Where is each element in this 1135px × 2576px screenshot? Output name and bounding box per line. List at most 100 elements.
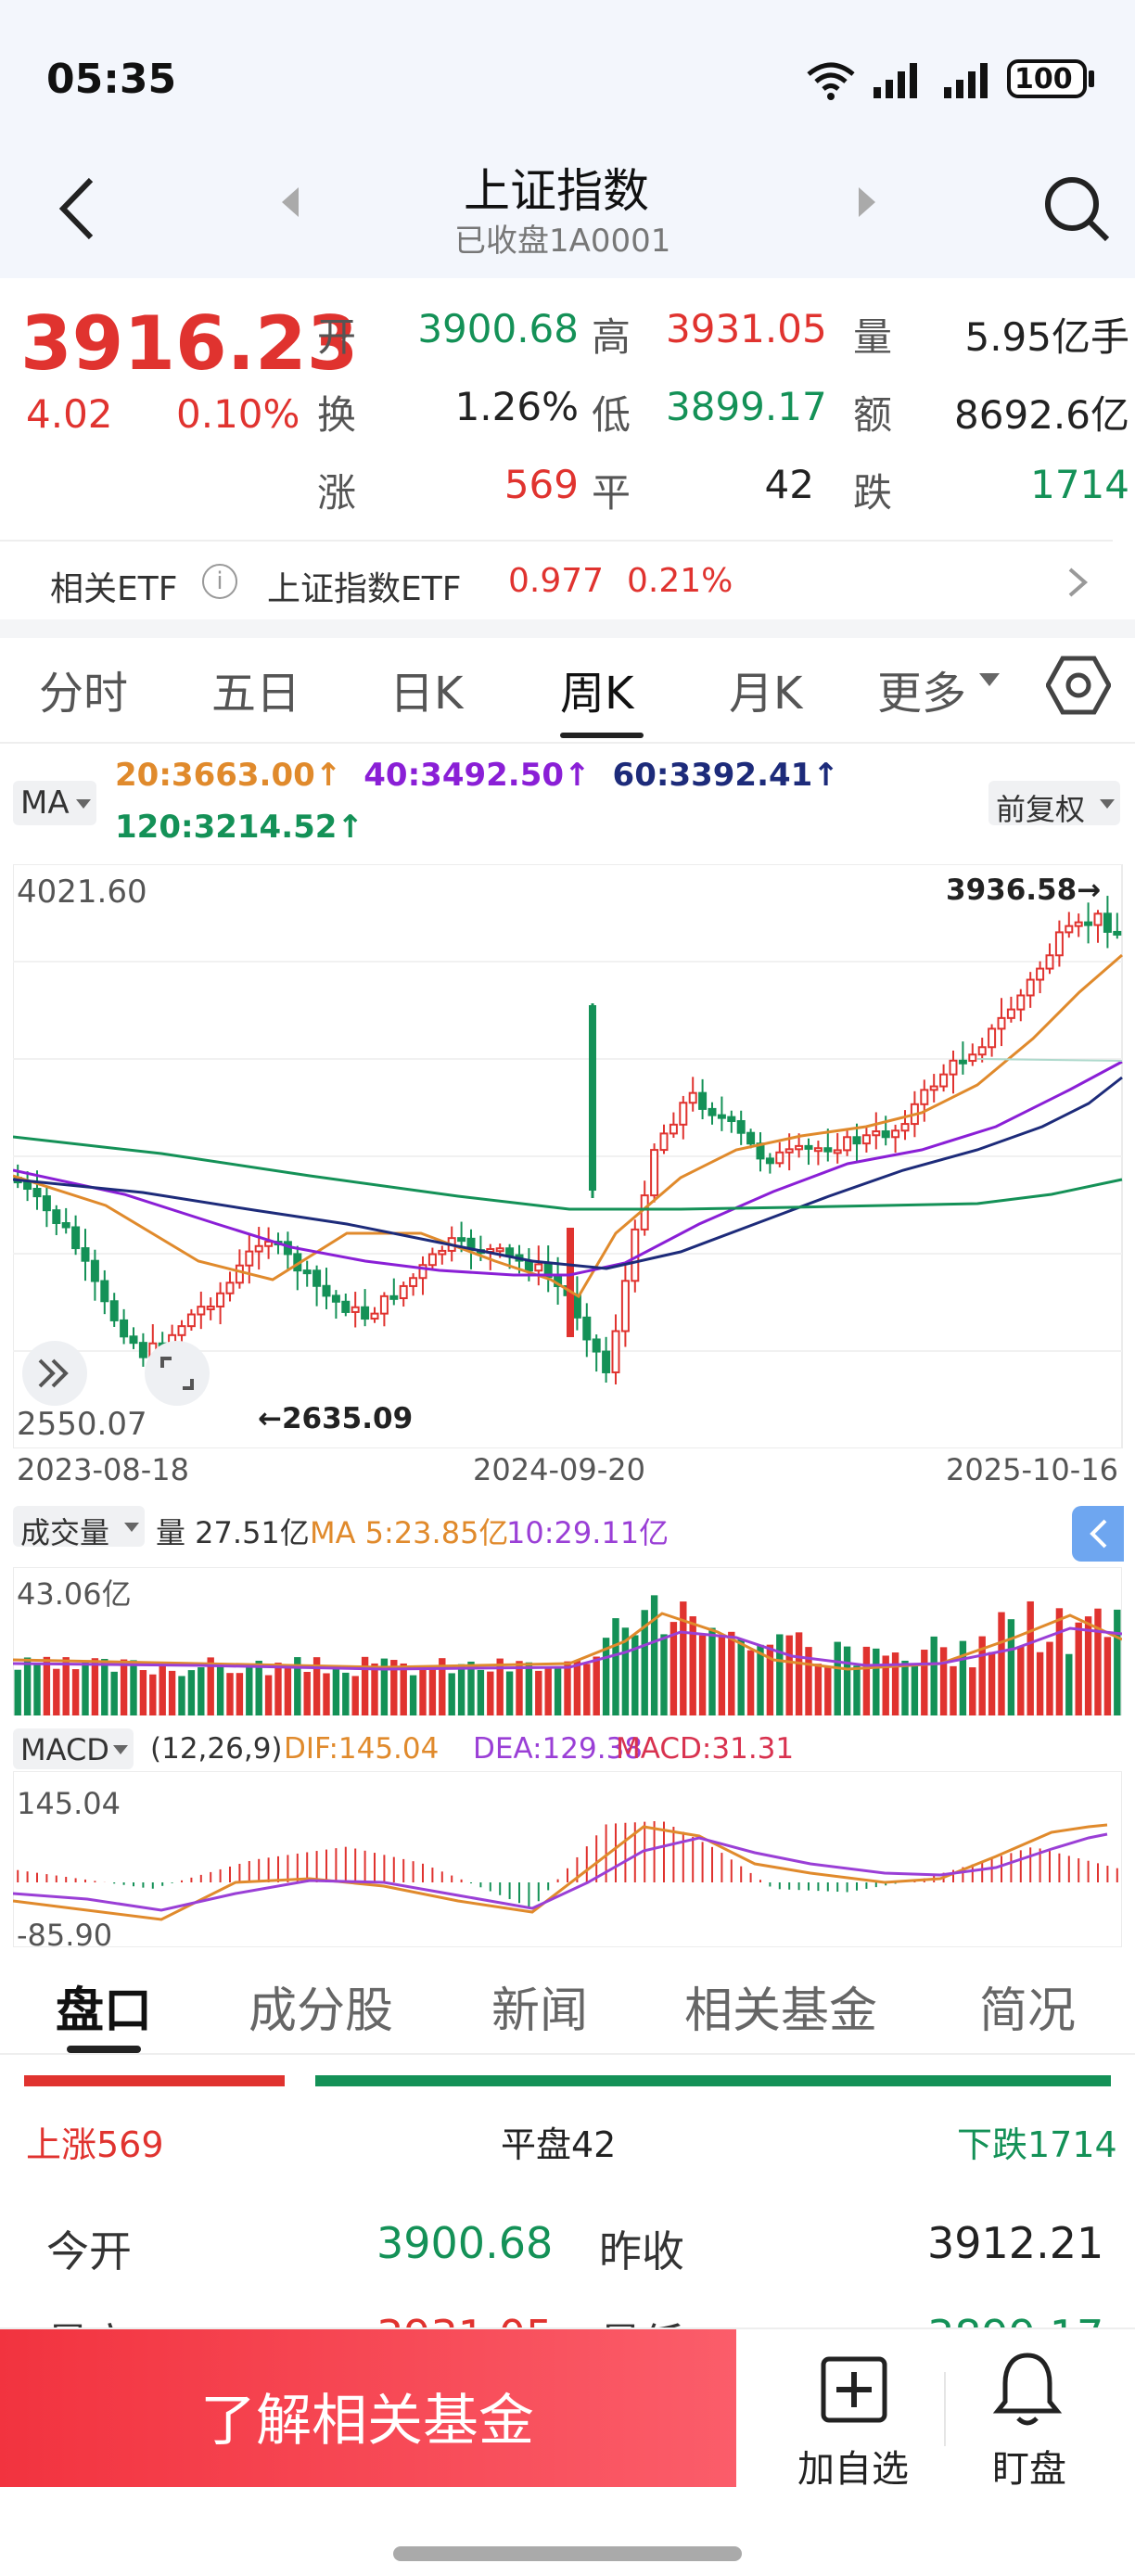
quote-panel: 3916.23 4.02 0.10% 开 3900.68 高 3931.05 量 5.95…	[0, 278, 1135, 542]
back-icon[interactable]	[54, 176, 100, 245]
quote-value: 8692.6亿	[954, 392, 1129, 438]
volume-bar	[1017, 1646, 1025, 1715]
volume-bar	[91, 1658, 99, 1715]
ma-legend-line1: 20:3663.00↑ 40:3492.50↑ 60:3392.41↑	[115, 757, 861, 794]
chart-tab[interactable]: 月K	[729, 668, 803, 720]
ma-selector[interactable]: MA	[13, 781, 96, 825]
kline-candle	[81, 1247, 90, 1262]
kline-candle	[129, 1335, 138, 1345]
macd-selector[interactable]: MACD	[13, 1728, 134, 1769]
volume-bar	[23, 1657, 32, 1715]
volume-bar	[236, 1673, 244, 1715]
volume-bar	[882, 1655, 889, 1715]
volume-bar	[505, 1671, 514, 1715]
volume-bar	[1065, 1653, 1073, 1715]
volume-bar	[1036, 1651, 1044, 1715]
bottom-tab[interactable]: 盘口	[56, 1983, 153, 2039]
kline-max-label: 4021.60	[17, 874, 147, 911]
breadth-up-segment	[24, 2075, 285, 2086]
bottom-tab[interactable]: 新闻	[491, 1983, 589, 2039]
volume-ma10: 10:29.11亿	[506, 1515, 670, 1550]
bottom-tab[interactable]: 相关基金	[684, 1983, 878, 2039]
etf-name: 上证指数ETF	[267, 570, 462, 608]
kline-candle	[602, 1350, 611, 1373]
macd-dea-line	[13, 1832, 1108, 1912]
volume-bar	[757, 1644, 764, 1715]
breadth-down-segment	[315, 2075, 1111, 2086]
volume-bar	[988, 1651, 996, 1715]
chart-tab[interactable]: 五日	[211, 668, 301, 720]
settings-icon[interactable]	[1045, 655, 1112, 720]
search-icon[interactable]	[1042, 174, 1111, 247]
ma-legend-line2: 120:3214.52↑	[115, 809, 363, 846]
bottom-tab[interactable]: 成分股	[249, 1983, 394, 2039]
fullscreen-icon[interactable]	[145, 1341, 210, 1406]
info-icon[interactable]: i	[202, 564, 237, 599]
kline-candle	[245, 1250, 254, 1267]
volume-bar	[901, 1660, 909, 1715]
add-watchlist-button[interactable]: 加自选	[786, 2342, 925, 2491]
kline-candle	[186, 1313, 196, 1328]
volume-bar	[294, 1657, 301, 1715]
kline-candle	[968, 1053, 977, 1063]
volume-bar	[660, 1634, 668, 1715]
kline-candle	[90, 1259, 99, 1282]
volume-bar	[71, 1669, 80, 1715]
volume-bar	[120, 1659, 128, 1715]
volume-bar	[33, 1663, 41, 1715]
chart-tab[interactable]: 更多	[877, 668, 967, 720]
volume-bar	[746, 1650, 755, 1715]
kline-candle	[708, 1107, 717, 1116]
bottom-bar: 了解相关基金 加自选 盯盘	[0, 2327, 1135, 2576]
volume-value: 量 27.51亿	[156, 1515, 310, 1550]
kline-candle	[495, 1247, 504, 1253]
volume-bar	[805, 1647, 812, 1715]
volume-bar	[409, 1675, 417, 1715]
kline-candle	[1103, 912, 1112, 933]
open-label: 今开	[46, 2226, 132, 2276]
chart-tab[interactable]: 周K	[560, 668, 634, 720]
kline-candle	[611, 1330, 620, 1373]
volume-bar	[274, 1663, 282, 1715]
adjust-selector[interactable]: 前复权	[988, 781, 1120, 827]
kline-candle	[813, 1147, 823, 1153]
chart-tab[interactable]: 分时	[39, 668, 129, 720]
chart-tab[interactable]: 日K	[389, 668, 464, 720]
kline-date-label: 2023-08-18	[17, 1452, 189, 1487]
volume-bar	[891, 1652, 899, 1715]
volume-bar	[950, 1665, 957, 1715]
volume-selector[interactable]: 成交量	[13, 1506, 145, 1550]
kline-candle	[997, 1016, 1006, 1030]
divider	[0, 742, 1135, 744]
kline-candle	[206, 1305, 215, 1310]
status-bar: 05:35 100	[0, 0, 1135, 158]
quote-label: 换	[317, 392, 357, 438]
bottom-tab[interactable]: 简况	[979, 1983, 1077, 2039]
dropdown-caret-icon	[76, 799, 91, 809]
quote-value: 3931.05	[666, 306, 827, 351]
next-index-icon[interactable]	[857, 184, 879, 224]
learn-funds-button[interactable]: 了解相关基金	[0, 2329, 736, 2487]
kline-date-label: 2024-09-20	[473, 1452, 645, 1487]
volume-bar	[1027, 1600, 1034, 1715]
volume-bar	[14, 1669, 21, 1715]
volume-bar	[159, 1665, 166, 1715]
kline-candle	[370, 1312, 379, 1320]
collapse-panel-icon[interactable]	[1072, 1506, 1124, 1562]
kline-candle	[418, 1264, 427, 1280]
prev-close-label: 昨收	[599, 2226, 684, 2276]
prev-index-icon[interactable]	[278, 184, 300, 224]
watch-alert-button[interactable]: 盯盘	[964, 2342, 1094, 2491]
volume-bar	[390, 1660, 398, 1715]
kline-candle	[977, 1046, 987, 1056]
volume-bar	[1055, 1608, 1064, 1715]
macd-chart[interactable]	[13, 1771, 1122, 1947]
expand-icon[interactable]	[22, 1341, 87, 1406]
volume-bar	[554, 1666, 562, 1715]
related-etf-row[interactable]: 相关ETF i 上证指数ETF 0.977 0.21%	[0, 542, 1135, 619]
ma-value: 120:3214.52↑	[115, 809, 363, 846]
kline-candle	[351, 1306, 360, 1313]
kline-candle	[823, 1147, 833, 1153]
macd-dif: DIF:145.04	[284, 1732, 440, 1766]
volume-chart[interactable]	[13, 1567, 1122, 1715]
